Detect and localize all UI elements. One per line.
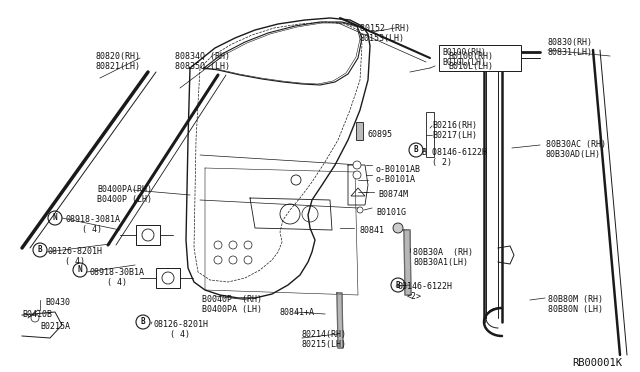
Circle shape	[393, 223, 403, 233]
Text: B0101G: B0101G	[376, 208, 406, 217]
Text: B010L(LH): B010L(LH)	[442, 58, 486, 67]
Bar	[136, 225, 160, 245]
Text: B0217(LH): B0217(LH)	[432, 131, 477, 140]
Text: ( 4): ( 4)	[107, 278, 127, 287]
Text: 08146-6122H: 08146-6122H	[398, 282, 453, 291]
Text: ( 2): ( 2)	[432, 158, 452, 167]
Text: B0874M: B0874M	[378, 190, 408, 199]
Text: 08918-3081A: 08918-3081A	[66, 215, 121, 224]
Text: 80152 (RH): 80152 (RH)	[360, 24, 410, 33]
Text: o-B0101A: o-B0101A	[376, 175, 416, 184]
Text: 80B30AC (RH): 80B30AC (RH)	[546, 140, 606, 149]
Text: 80830(RH): 80830(RH)	[548, 38, 593, 47]
Bar	[356, 122, 363, 140]
Text: B010L(LH): B010L(LH)	[448, 62, 493, 71]
Text: 80841: 80841	[360, 226, 385, 235]
Text: o-B0101AB: o-B0101AB	[376, 165, 421, 174]
Text: 80B30A1(LH): 80B30A1(LH)	[413, 258, 468, 267]
Text: 80820(RH): 80820(RH)	[95, 52, 140, 61]
Polygon shape	[337, 293, 343, 348]
Polygon shape	[404, 230, 411, 295]
Text: B0400PA (LH): B0400PA (LH)	[202, 305, 262, 314]
Text: B 08146-6122H: B 08146-6122H	[422, 148, 487, 157]
Text: <2>: <2>	[407, 292, 422, 301]
FancyBboxPatch shape	[439, 45, 521, 71]
Text: B0410B: B0410B	[22, 310, 52, 319]
Text: 80835Q (LH): 80835Q (LH)	[175, 62, 230, 71]
Text: 80B30AD(LH): 80B30AD(LH)	[546, 150, 601, 159]
Text: 80214(RH): 80214(RH)	[302, 330, 347, 339]
Text: N: N	[77, 266, 83, 275]
Text: B: B	[396, 280, 400, 289]
Text: ( 4): ( 4)	[170, 330, 190, 339]
Circle shape	[353, 161, 361, 169]
Text: B0216(RH): B0216(RH)	[432, 121, 477, 130]
Text: N: N	[52, 214, 58, 222]
Text: B: B	[141, 317, 145, 327]
Bar	[156, 268, 180, 288]
Text: B0400P (LH): B0400P (LH)	[97, 195, 152, 204]
Text: 80B80M (RH): 80B80M (RH)	[548, 295, 603, 304]
Bar	[426, 112, 434, 157]
Text: 80215(LH): 80215(LH)	[302, 340, 347, 349]
Text: 08126-8201H: 08126-8201H	[48, 247, 103, 256]
Text: B0040P  (RH): B0040P (RH)	[202, 295, 262, 304]
Circle shape	[357, 207, 363, 213]
Text: 60895: 60895	[367, 130, 392, 139]
Text: 80841+A: 80841+A	[280, 308, 315, 317]
Text: B0430: B0430	[45, 298, 70, 307]
Text: ( 4): ( 4)	[65, 257, 85, 266]
Text: 80831(LH): 80831(LH)	[548, 48, 593, 57]
Circle shape	[353, 171, 361, 179]
Text: B0215A: B0215A	[40, 322, 70, 331]
Text: B0100(RH): B0100(RH)	[448, 52, 493, 61]
Text: 80B30A  (RH): 80B30A (RH)	[413, 248, 473, 257]
Text: B0400PA(RH): B0400PA(RH)	[97, 185, 152, 194]
Text: RB00001K: RB00001K	[572, 358, 622, 368]
Text: ( 4): ( 4)	[82, 225, 102, 234]
Text: B0100(RH): B0100(RH)	[442, 48, 486, 57]
Text: B: B	[38, 246, 42, 254]
Text: 80821(LH): 80821(LH)	[95, 62, 140, 71]
Text: B: B	[413, 145, 419, 154]
Text: 08126-8201H: 08126-8201H	[154, 320, 209, 329]
Text: 80153(LH): 80153(LH)	[360, 34, 405, 43]
Text: 80B80N (LH): 80B80N (LH)	[548, 305, 603, 314]
Text: 80834Q (RH): 80834Q (RH)	[175, 52, 230, 61]
Text: 08918-30B1A: 08918-30B1A	[90, 268, 145, 277]
